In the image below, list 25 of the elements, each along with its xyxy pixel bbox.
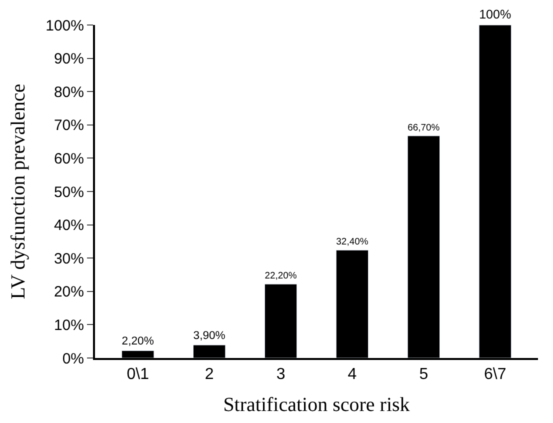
x-tick-label: 4 <box>348 366 357 384</box>
y-tick-label: 0% <box>62 350 84 368</box>
y-axis-title: LV dysfunction prevalence <box>8 84 30 300</box>
y-tick-label: 10% <box>54 316 84 334</box>
y-tick-label: 60% <box>54 150 84 168</box>
x-axis-title: Stratification score risk <box>223 394 410 416</box>
y-tick-label: 40% <box>54 217 84 234</box>
y-tick-label: 70% <box>54 117 84 134</box>
x-tick-label: 2 <box>204 366 214 384</box>
data-label: 2,20% <box>122 336 154 348</box>
y-tick-label: 100% <box>46 17 84 34</box>
data-label: 22,20% <box>264 270 298 282</box>
data-label: 3,90% <box>193 330 226 342</box>
y-tick-label: 90% <box>54 50 84 68</box>
data-label: 66,70% <box>408 122 440 134</box>
y-tick-label: 80% <box>54 84 84 101</box>
y-tick-label: 30% <box>54 250 84 268</box>
data-label: 100% <box>479 8 512 22</box>
data-label: 32,40% <box>336 236 369 248</box>
x-tick-label: 0\1 <box>126 366 150 384</box>
x-tick-label: 6\7 <box>484 366 506 384</box>
x-tick-label: 5 <box>419 366 428 384</box>
x-tick-label: 3 <box>276 366 286 384</box>
y-tick-label: 20% <box>54 284 84 301</box>
y-tick-label: 50% <box>54 184 84 201</box>
